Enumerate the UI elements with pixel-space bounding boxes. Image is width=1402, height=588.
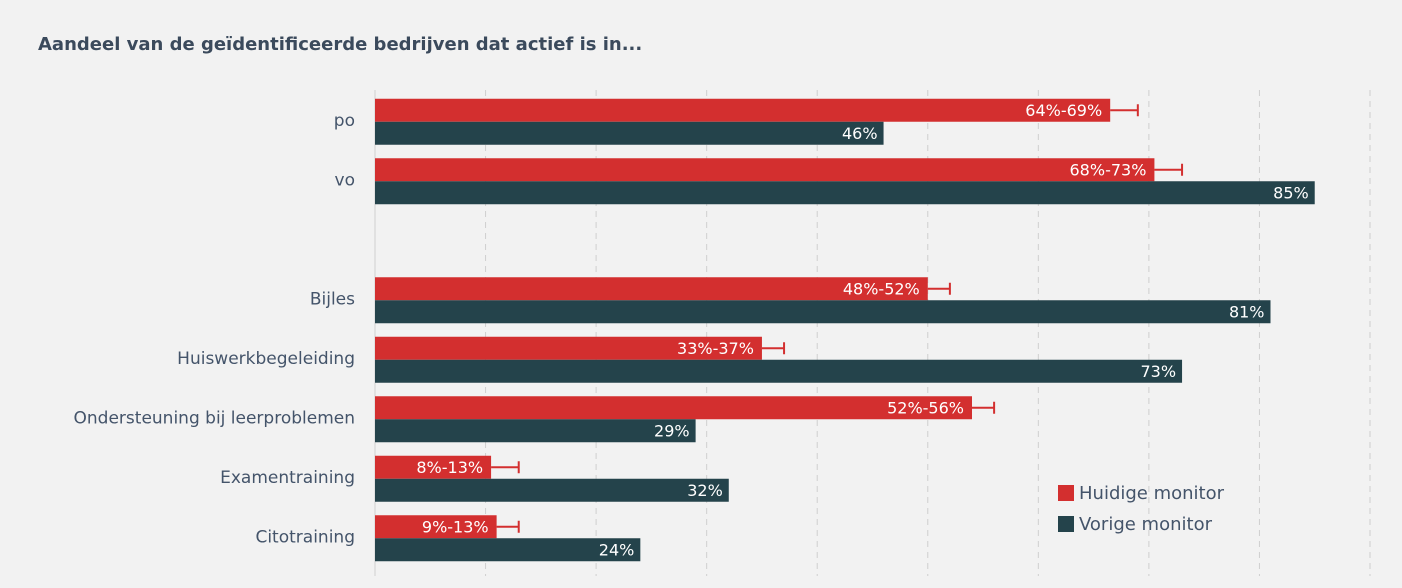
error-bar <box>1154 163 1184 176</box>
value-label: 29% <box>654 421 690 440</box>
value-label: 64%-69% <box>1025 101 1102 120</box>
error-bar <box>491 461 520 474</box>
error-bar <box>496 520 520 533</box>
bar <box>375 538 641 562</box>
bar <box>375 478 729 502</box>
y-tick-label: Citotraining <box>255 527 355 547</box>
bar <box>375 515 497 539</box>
value-label: 46% <box>842 124 878 143</box>
bar <box>375 455 492 479</box>
value-label: 73% <box>1140 362 1176 381</box>
bar <box>375 277 928 301</box>
legend-label: Vorige monitor <box>1079 514 1213 535</box>
value-label: 81% <box>1229 302 1265 321</box>
y-tick-label: Bijles <box>310 289 355 309</box>
bar <box>375 396 972 420</box>
bar <box>375 158 1155 182</box>
error-bar <box>761 342 786 355</box>
bar <box>375 336 762 360</box>
value-label: 52%-56% <box>887 398 964 417</box>
legend-swatch <box>1058 516 1074 532</box>
legend-swatch <box>1058 485 1074 501</box>
error-bar <box>927 282 951 295</box>
bar <box>375 359 1183 383</box>
chart-title: Aandeel van de geïdentificeerde bedrijve… <box>38 34 642 55</box>
value-label: 68%-73% <box>1070 160 1147 179</box>
value-label: 8%-13% <box>416 458 483 477</box>
bar <box>375 181 1315 205</box>
value-label: 33%-37% <box>677 339 754 358</box>
bar <box>375 98 1111 122</box>
bar <box>375 419 696 443</box>
y-tick-label: po <box>334 111 355 131</box>
value-label: 9%-13% <box>422 517 489 536</box>
value-label: 48%-52% <box>843 279 920 298</box>
y-tick-label: Examentraining <box>220 468 355 488</box>
y-tick-label: Huiswerkbegeleiding <box>177 349 355 369</box>
value-label: 85% <box>1273 183 1309 202</box>
y-tick-label: Ondersteuning bij leerproblemen <box>74 408 355 428</box>
value-label: 24% <box>599 540 635 559</box>
legend-label: Huidige monitor <box>1079 483 1225 504</box>
value-label: 32% <box>687 481 723 500</box>
y-tick-label: vo <box>335 170 355 190</box>
error-bar <box>1110 104 1139 117</box>
error-bar <box>972 401 996 414</box>
bar <box>375 121 884 145</box>
bar <box>375 300 1271 324</box>
